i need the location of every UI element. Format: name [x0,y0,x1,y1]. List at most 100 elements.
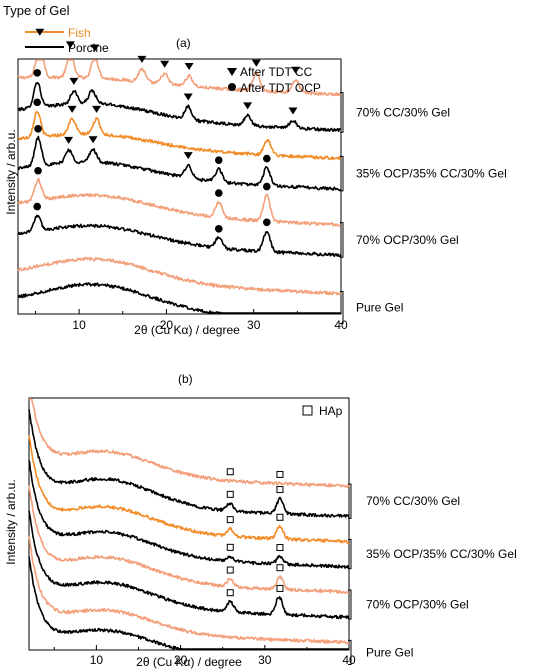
panel-b-x-ticks: 10 20 30 40 [53,645,356,667]
cc-peak-marker [90,44,100,52]
hap-peak-marker [276,513,284,521]
group-label: 70% CC/30% Gel [366,494,460,508]
legend-title: Type of Gel [3,3,70,18]
legend-triangle-icon [227,68,237,76]
group-label: 35% OCP/35% CC/30% Gel [366,547,517,561]
group-label: Pure Gel [366,645,413,659]
legend-label-fish: Fish [68,26,91,40]
cc-peak-marker [67,105,77,113]
panel-a-label: (a) [176,36,191,50]
panel-b-group-brackets: 70% CC/30% Gel 35% OCP/35% CC/30% Gel 70% … [348,483,517,665]
diffraction-curve [28,434,350,544]
hap-peak-marker [276,544,284,552]
ocp-peak-marker [262,154,271,163]
cc-peak-marker [288,107,298,115]
diffraction-curve [17,178,342,227]
diffraction-curve [28,398,350,488]
cc-peak-marker [88,136,98,144]
panel-b-marker-legend: HAp [302,404,343,418]
diffraction-curve [28,510,350,620]
panel-b-x-axis-label: 2θ (Cu Kα) / degree [136,655,242,669]
panel-b: (b) 10 20 30 40 70% CC/30% Gel 35% OCP/35% C… [4,372,517,669]
group-label: 70% OCP/30% Gel [366,598,469,612]
diffraction-curve [17,256,342,296]
x-tick-label: 10 [90,653,104,667]
cc-peak-marker [35,28,45,36]
group-bracket [348,639,352,665]
diffraction-curve [28,485,350,595]
ocp-peak-marker [262,218,271,227]
cc-peak-marker [137,55,147,63]
panel-a-peak-markers [33,28,301,233]
group-bracket [340,222,344,258]
cc-peak-marker [92,105,102,113]
panel-b-plot-frame [28,397,350,651]
ocp-peak-marker [34,125,42,133]
x-tick-label: 40 [334,318,348,332]
diffraction-curve [28,460,350,570]
group-label: 35% OCP/35% CC/30% Gel [356,167,507,181]
panel-b-y-axis-label: Intensity / arb.u. [4,479,18,564]
diffraction-curve [17,81,341,133]
panel-b-peak-markers [226,468,284,597]
ocp-peak-marker [214,189,223,197]
cc-peak-marker [64,136,74,144]
marker-legend-label-cc: After TDT CC [240,65,313,79]
x-tick-label: 10 [72,318,86,332]
cc-peak-marker [65,41,75,49]
cc-peak-marker [251,59,261,67]
x-tick-label: 30 [258,653,272,667]
panel-a: (a) 10 20 30 40 70% CC/30% Gel 35% OCP/35% C… [4,28,507,337]
ocp-peak-marker [33,98,42,107]
hap-peak-marker [276,584,284,592]
group-label: 70% CC/30% Gel [356,105,450,119]
hap-peak-marker [276,470,284,478]
panel-a-curves [17,59,342,314]
group-bracket [340,92,344,133]
panel-b-label: (b) [178,372,193,386]
cc-peak-marker [183,93,193,101]
cc-peak-marker [183,152,193,160]
panel-a-group-brackets: 70% CC/30% Gel 35% OCP/35% CC/30% Gel 70% … [340,92,507,325]
panel-a-y-axis-label: Intensity / arb.u. [4,129,18,214]
diffraction-curve [17,282,341,314]
panel-a-marker-legend: After TDT CC After TDT OCP [227,65,321,95]
group-bracket [340,290,344,325]
hap-peak-marker [226,468,234,476]
diffraction-curve [17,135,342,192]
gel-type-legend: Type of Gel Fish Porcine [3,3,109,55]
cc-peak-marker [160,60,170,68]
cc-peak-marker [69,77,79,85]
group-label: Pure Gel [356,300,403,314]
group-bracket [348,589,352,620]
hap-peak-marker [226,566,234,574]
group-label: 70% OCP/30% Gel [356,233,459,247]
group-bracket [340,155,344,192]
legend-label-porcine: Porcine [68,41,109,55]
ocp-peak-marker [262,182,271,191]
diffraction-curve [17,59,342,97]
hap-peak-marker [276,564,284,572]
x-tick-label: 20 [174,653,188,667]
x-tick-label: 30 [247,318,261,332]
hap-peak-marker [226,589,234,597]
cc-peak-marker [291,66,301,74]
ocp-peak-marker [214,156,223,164]
hap-peak-marker [226,490,234,498]
group-bracket [348,539,352,570]
x-tick-label: 20 [160,318,174,332]
cc-peak-marker [243,102,253,110]
hap-peak-marker [226,516,234,524]
ocp-peak-marker [214,224,223,233]
cc-peak-marker [184,63,194,71]
panel-a-x-ticks: 10 20 30 40 [34,309,348,332]
diffraction-curve [28,536,350,645]
hap-peak-marker [226,543,234,551]
marker-legend-label-ocp: After TDT OCP [240,81,321,95]
diffraction-curve [17,214,342,258]
ocp-peak-marker [33,202,42,211]
ocp-peak-marker [34,166,42,175]
legend-circle-icon [228,83,236,91]
diffraction-curve [17,110,342,161]
